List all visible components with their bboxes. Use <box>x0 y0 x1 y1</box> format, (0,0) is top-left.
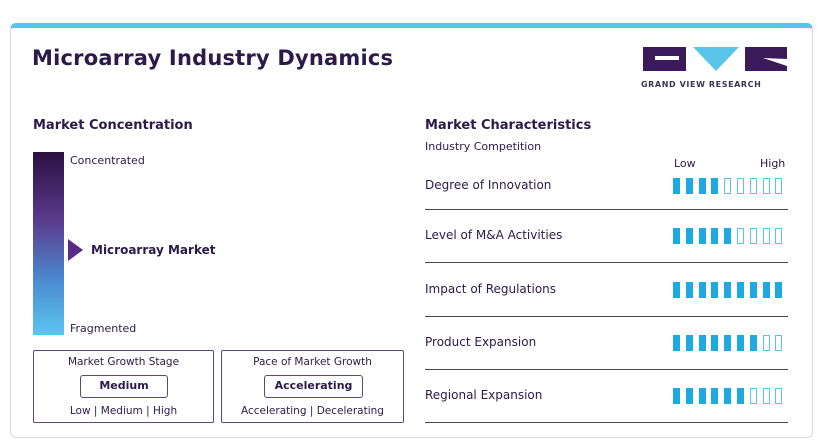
characteristic-label: Degree of Innovation <box>425 178 552 192</box>
meter-segment-empty <box>762 388 770 404</box>
market-marker-label: Microarray Market <box>91 243 216 257</box>
meter-segment-empty <box>749 178 757 194</box>
characteristic-meter <box>673 335 788 352</box>
market-characteristics-heading: Market Characteristics <box>425 118 592 133</box>
concentrated-label: Concentrated <box>70 154 145 167</box>
meter-segment-filled <box>737 282 744 298</box>
meter-segment-filled <box>685 388 693 404</box>
concentration-gradient-bar <box>33 152 64 335</box>
meter-segment-filled <box>685 335 693 351</box>
meter-segment-filled <box>724 282 732 298</box>
meter-segment-filled <box>673 228 680 244</box>
meter-segment-filled <box>724 335 732 351</box>
meter-segment-filled <box>685 228 693 244</box>
high-label: High <box>760 157 786 170</box>
growth-stage-scale: Low | Medium | High <box>69 405 178 417</box>
meter-segment-filled <box>749 282 757 298</box>
meter-segment-filled <box>711 335 719 351</box>
page-title: Microarray Industry Dynamics <box>32 46 394 70</box>
growth-stage-box: Market Growth Stage Medium Low | Medium … <box>33 350 214 423</box>
meter-segment-filled <box>698 335 706 351</box>
meter-segment-filled <box>685 178 693 194</box>
meter-segment-filled <box>724 388 732 404</box>
meter-segment-filled <box>711 178 719 194</box>
meter-segment-filled <box>673 335 680 351</box>
pace-of-growth-box: Pace of Market Growth Accelerating Accel… <box>221 350 404 423</box>
meter-segment-empty <box>762 178 770 194</box>
characteristic-label: Regional Expansion <box>425 388 543 402</box>
meter-segment-empty <box>737 228 744 244</box>
logo-text: GRAND VIEW RESEARCH <box>641 80 762 89</box>
row-divider <box>425 209 788 210</box>
grand-view-research-logo <box>643 47 787 71</box>
characteristic-label: Impact of Regulations <box>425 282 557 296</box>
meter-segment-empty <box>775 335 783 351</box>
meter-segment-filled <box>775 282 783 298</box>
meter-segment-filled <box>673 282 680 298</box>
row-divider <box>425 369 788 370</box>
pace-value: Accelerating <box>264 375 363 398</box>
characteristic-meter <box>673 388 788 405</box>
growth-stage-value: Medium <box>80 375 168 398</box>
meter-segment-filled <box>724 228 732 244</box>
meter-segment-empty <box>775 178 783 194</box>
low-label: Low <box>674 157 696 170</box>
meter-segment-filled <box>698 228 706 244</box>
characteristic-label: Product Expansion <box>425 335 537 349</box>
characteristic-meter <box>673 228 788 245</box>
meter-segment-empty <box>749 228 757 244</box>
meter-segment-filled <box>698 388 706 404</box>
row-divider <box>425 262 788 263</box>
characteristic-label: Level of M&A Activities <box>425 228 563 242</box>
characteristic-meter <box>673 178 788 195</box>
meter-segment-filled <box>673 388 680 404</box>
meter-segment-empty <box>749 388 757 404</box>
row-divider <box>425 316 788 317</box>
meter-segment-empty <box>775 228 783 244</box>
growth-stage-title: Market Growth Stage <box>67 356 180 368</box>
meter-segment-empty <box>775 388 783 404</box>
fragmented-label: Fragmented <box>70 322 137 335</box>
meter-segment-filled <box>711 282 719 298</box>
characteristic-meter <box>673 282 788 299</box>
meter-segment-filled <box>673 178 680 194</box>
meter-segment-filled <box>711 388 719 404</box>
meter-segment-empty <box>762 228 770 244</box>
industry-competition-subheading: Industry Competition <box>425 140 542 153</box>
meter-segment-empty <box>762 335 770 351</box>
meter-segment-filled <box>737 388 744 404</box>
meter-segment-filled <box>749 335 757 351</box>
market-marker-arrow-icon <box>68 239 83 261</box>
meter-segment-filled <box>685 282 693 298</box>
market-concentration-heading: Market Concentration <box>33 118 193 133</box>
meter-segment-filled <box>762 282 770 298</box>
pace-scale: Accelerating | Decelerating <box>241 405 384 417</box>
meter-segment-filled <box>698 282 706 298</box>
meter-segment-empty <box>724 178 732 194</box>
row-divider <box>425 422 788 423</box>
pace-title: Pace of Market Growth <box>253 356 372 368</box>
meter-segment-filled <box>737 335 744 351</box>
meter-segment-empty <box>737 178 744 194</box>
meter-segment-filled <box>698 178 706 194</box>
meter-segment-filled <box>711 228 719 244</box>
